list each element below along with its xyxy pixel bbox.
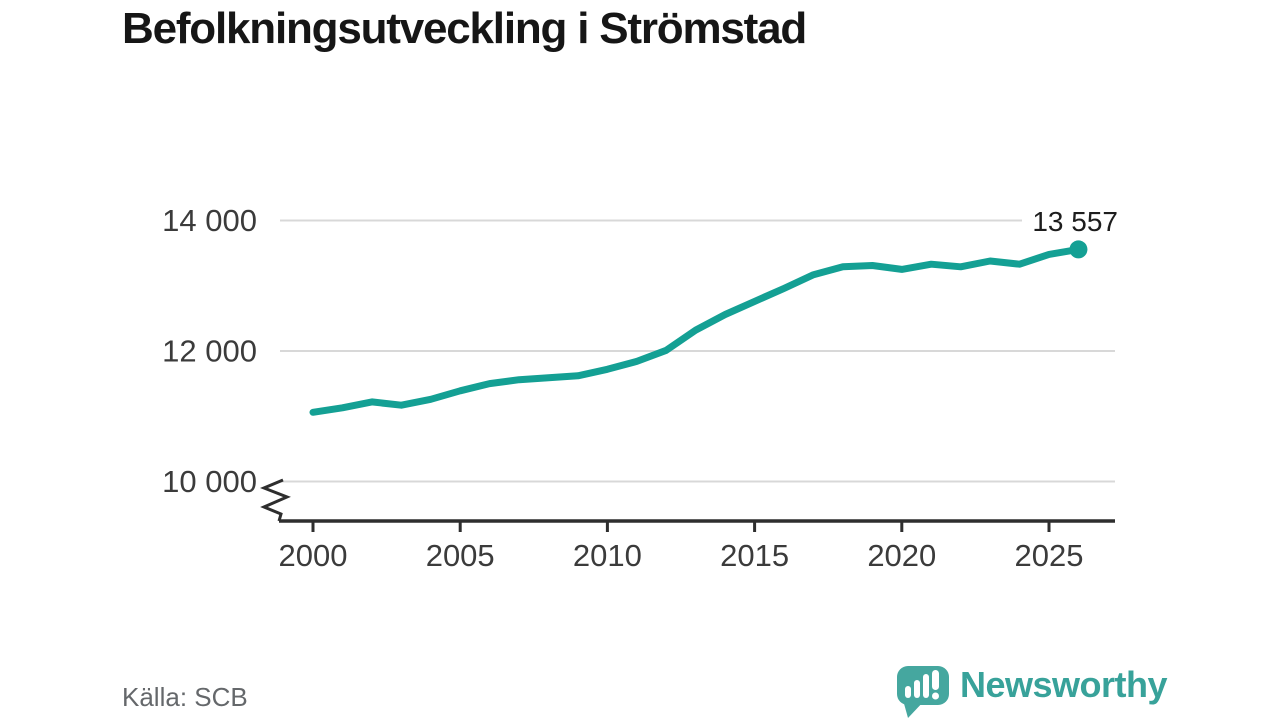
x-axis-tick-label: 2000 <box>279 538 348 573</box>
y-axis-tick-label: 10 000 <box>162 464 257 499</box>
x-axis-tick-label: 2005 <box>426 538 495 573</box>
x-axis-tick-label: 2010 <box>573 538 642 573</box>
gridlines <box>280 219 1115 483</box>
population-line <box>309 240 1088 416</box>
x-axis-tick-label: 2015 <box>720 538 789 573</box>
end-point-dot <box>1069 240 1088 259</box>
source-label: Källa: SCB <box>122 682 248 712</box>
end-value-label: 13 557 <box>1032 206 1118 237</box>
axis-break-icon <box>260 478 291 522</box>
x-axis-tick-label: 2025 <box>1015 538 1084 573</box>
population-line-path <box>309 245 1082 416</box>
y-axis-labels: 14 000 12 000 10 000 <box>162 203 257 499</box>
newsworthy-logo-text: Newsworthy <box>960 664 1168 705</box>
newsworthy-logo: Newsworthy <box>896 664 1168 720</box>
y-axis-tick-label: 12 000 <box>162 334 257 369</box>
x-axis-labels: 2000 2005 2010 2015 2020 2025 <box>279 538 1084 573</box>
x-axis <box>260 478 1115 532</box>
chart-title: Befolkningsutveckling i Strömstad <box>122 4 807 53</box>
newsworthy-logo-icon <box>897 666 949 718</box>
y-axis-tick-label: 14 000 <box>162 203 257 238</box>
x-axis-tick-label: 2020 <box>867 538 936 573</box>
